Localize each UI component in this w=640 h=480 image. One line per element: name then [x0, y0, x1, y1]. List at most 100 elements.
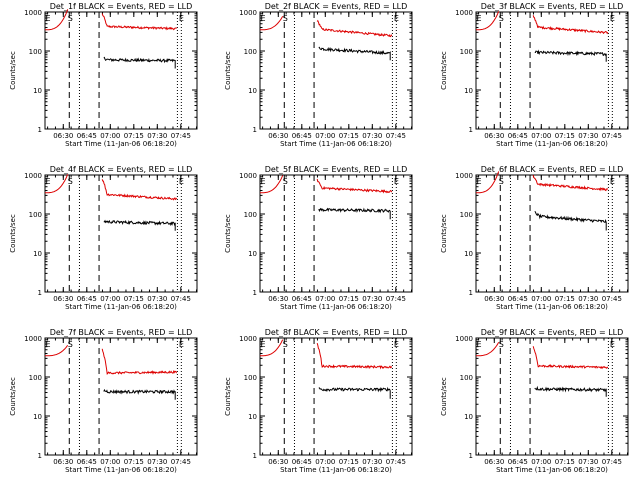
lld-series-pre: [260, 339, 284, 357]
y-tick-label: 10: [464, 87, 473, 95]
lld-series-pre: [45, 344, 69, 357]
end-marker-label: E: [476, 177, 481, 186]
panel-1: Det_1f BLACK = Events, RED = LLD 1 10 100 10…: [9, 2, 198, 148]
x-tick-label: 06:45: [77, 458, 97, 466]
x-tick-label: 06:30: [53, 132, 73, 140]
x-tick-label: 06:45: [508, 295, 528, 303]
y-tick-label: 1: [469, 289, 473, 297]
y-tick-label: 1000: [24, 335, 42, 343]
y-tick-label: 1: [253, 289, 257, 297]
plot-frame: [44, 174, 198, 293]
x-tick-label: 07:15: [339, 458, 359, 466]
events-series: [103, 56, 176, 69]
x-tick-label: 06:30: [484, 295, 504, 303]
lld-series: [101, 179, 178, 201]
x-tick-label: 07:15: [124, 132, 144, 140]
y-tick-label: 100: [460, 374, 473, 382]
x-axis-label: Start Time (11-Jan-06 06:18:20): [280, 303, 392, 311]
x-tick-label: 07:30: [362, 132, 382, 140]
x-tick-label: 07:30: [578, 458, 598, 466]
x-tick-label: 07:00: [315, 132, 335, 140]
x-axis-label: Start Time (11-Jan-06 06:18:20): [65, 140, 177, 148]
x-tick-label: 07:15: [339, 132, 359, 140]
plot-frame: [475, 337, 629, 456]
x-tick-label: 07:00: [100, 132, 120, 140]
lld-series: [316, 342, 393, 370]
x-tick-label: 07:15: [555, 458, 575, 466]
x-tick-label: 07:45: [171, 458, 191, 466]
y-tick-label: 1000: [24, 9, 42, 17]
x-tick-label: 06:45: [77, 295, 97, 303]
panel-title: Det_5f BLACK = Events, RED = LLD: [265, 165, 408, 174]
x-tick-label: 07:15: [555, 295, 575, 303]
x-tick-label: 07:45: [602, 295, 622, 303]
events-series: [534, 385, 607, 397]
x-tick-label: 07:15: [124, 295, 144, 303]
x-tick-label: 07:30: [362, 295, 382, 303]
end-marker-label: E: [394, 340, 399, 349]
y-tick-label: 1: [38, 452, 42, 460]
x-tick-label: 07:45: [171, 295, 191, 303]
x-tick-label: 07:30: [578, 132, 598, 140]
panel-4: Det_4f BLACK = Events, RED = LLD 1 10 100 10…: [9, 165, 198, 311]
start-marker-label: S: [283, 14, 288, 23]
y-tick-label: 1000: [239, 172, 257, 180]
lld-series: [532, 15, 609, 35]
y-tick-label: 100: [29, 48, 42, 56]
start-marker-label: S: [499, 14, 504, 23]
y-axis-label: Counts/sec: [9, 214, 17, 253]
end-marker-label: E: [45, 340, 50, 349]
y-axis-label: Counts/sec: [224, 214, 232, 253]
y-tick-label: 10: [464, 413, 473, 421]
x-tick-label: 06:45: [508, 458, 528, 466]
y-tick-label: 1: [253, 126, 257, 134]
end-marker-label: E: [610, 14, 615, 23]
x-tick-label: 06:30: [53, 458, 73, 466]
panel-title: Det_6f BLACK = Events, RED = LLD: [481, 165, 624, 174]
lld-series-pre: [476, 11, 500, 31]
y-tick-label: 100: [244, 374, 257, 382]
x-tick-label: 07:00: [100, 458, 120, 466]
x-axis-label: Start Time (11-Jan-06 06:18:20): [65, 303, 177, 311]
plot-frame: [259, 11, 413, 130]
plot-frame: [44, 337, 198, 456]
lld-series: [316, 19, 393, 38]
end-marker-label: E: [260, 14, 265, 23]
panel-title: Det_9f BLACK = Events, RED = LLD: [481, 328, 624, 337]
x-tick-label: 06:30: [268, 295, 288, 303]
end-marker-label: E: [45, 177, 50, 186]
x-axis-label: Start Time (11-Jan-06 06:18:20): [280, 140, 392, 148]
x-tick-label: 07:00: [531, 295, 551, 303]
x-axis-label: Start Time (11-Jan-06 06:18:20): [496, 466, 608, 474]
lld-series: [532, 174, 609, 192]
y-tick-label: 1: [38, 289, 42, 297]
y-tick-label: 100: [460, 211, 473, 219]
x-axis-label: Start Time (11-Jan-06 06:18:20): [496, 303, 608, 311]
lld-series: [532, 346, 609, 370]
lld-series-pre: [45, 174, 69, 194]
x-tick-label: 07:30: [147, 458, 167, 466]
y-axis-label: Counts/sec: [440, 214, 448, 253]
y-tick-label: 10: [464, 250, 473, 258]
x-tick-label: 07:30: [578, 295, 598, 303]
start-marker-label: S: [499, 177, 504, 186]
start-marker-label: S: [68, 340, 73, 349]
plot-frame: [44, 11, 198, 130]
x-tick-label: 07:45: [386, 295, 406, 303]
start-marker-label: S: [499, 340, 504, 349]
y-tick-label: 1: [469, 452, 473, 460]
y-tick-label: 1: [253, 452, 257, 460]
panel-title: Det_2f BLACK = Events, RED = LLD: [265, 2, 408, 11]
panel-title: Det_8f BLACK = Events, RED = LLD: [265, 328, 408, 337]
end-marker-label: E: [45, 14, 50, 23]
x-tick-label: 07:30: [147, 132, 167, 140]
lld-series-pre: [45, 9, 69, 31]
x-tick-label: 07:45: [602, 458, 622, 466]
end-marker-label: E: [260, 340, 265, 349]
events-series: [103, 388, 176, 400]
x-tick-label: 07:15: [339, 295, 359, 303]
x-tick-label: 06:30: [484, 132, 504, 140]
end-marker-label: E: [179, 340, 184, 349]
x-tick-label: 06:45: [292, 132, 312, 140]
start-marker-label: S: [68, 14, 73, 23]
